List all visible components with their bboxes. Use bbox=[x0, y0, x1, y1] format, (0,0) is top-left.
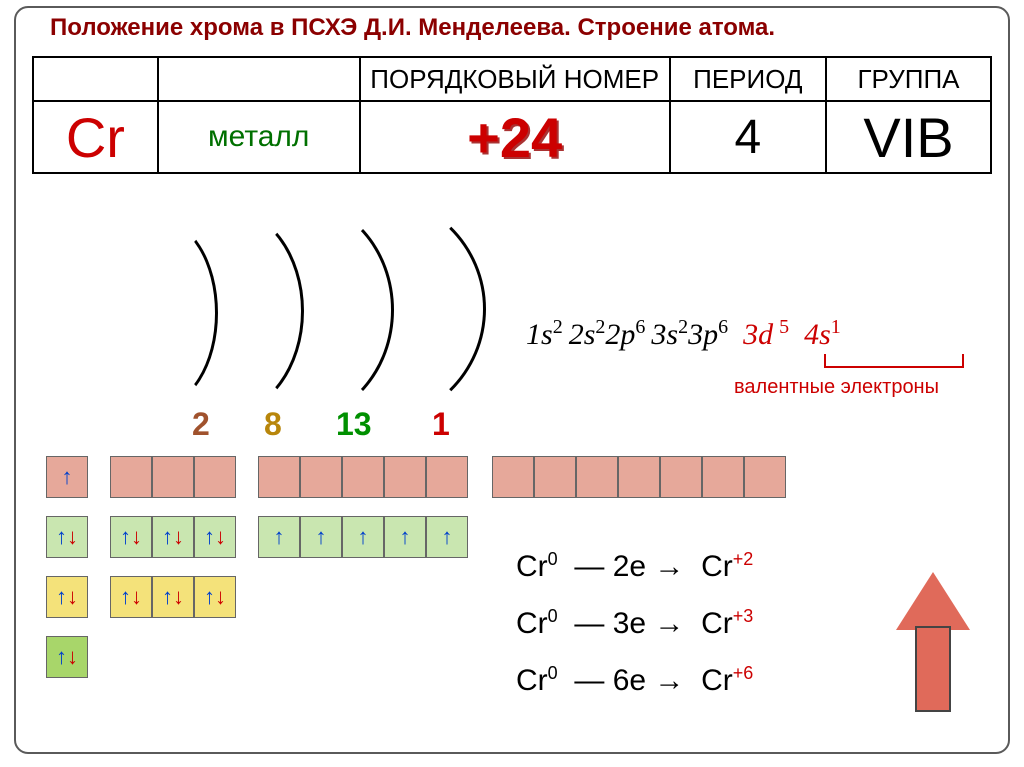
arrow-up-icon bbox=[898, 572, 968, 712]
th-number: ПОРЯДКОВЫЙ НОМЕР bbox=[360, 57, 670, 101]
orbital-row-3p: ↑↓ ↑↓ ↑↓ bbox=[110, 516, 236, 558]
orbital-row-3d: ↑ ↑ ↑ ↑ ↑ bbox=[258, 516, 468, 558]
orbital-box: ↑ bbox=[46, 456, 88, 498]
orbital-row-4p bbox=[110, 456, 236, 498]
electron-config: 1s2 2s22p6 3s23p6 3d 5 4s1 bbox=[526, 316, 841, 352]
element-symbol: Cr bbox=[33, 101, 158, 173]
orbital-row-4d bbox=[258, 456, 468, 498]
orbital-row-4f bbox=[492, 456, 786, 498]
valence-label: валентные электроны bbox=[734, 376, 939, 399]
element-type: металл bbox=[158, 101, 360, 173]
period: 4 bbox=[670, 101, 826, 173]
position-table: ПОРЯДКОВЫЙ НОМЕР ПЕРИОД ГРУППА Cr металл… bbox=[32, 56, 992, 174]
shell-label-3: 13 bbox=[336, 406, 372, 443]
orbital-row-2s: ↑↓ bbox=[46, 576, 88, 618]
shell-label-2: 8 bbox=[264, 406, 282, 443]
th-group: ГРУППА bbox=[826, 57, 991, 101]
orbital-row-2p: ↑↓ ↑↓ ↑↓ bbox=[110, 576, 236, 618]
th-period: ПЕРИОД bbox=[670, 57, 826, 101]
eq-row: Cr0 — 3e → Cr+3 bbox=[516, 595, 753, 652]
valence-brace bbox=[824, 354, 964, 368]
eq-row: Cr0 — 6e → Cr+6 bbox=[516, 652, 753, 709]
group: VIB bbox=[826, 101, 991, 173]
eq-row: Cr0 — 2e → Cr+2 bbox=[516, 538, 753, 595]
frame: Положение хрома в ПСХЭ Д.И. Менделеева. … bbox=[14, 6, 1010, 754]
orbital-row-1s: ↑↓ bbox=[46, 636, 88, 678]
orbital-row-3s: ↑↓ bbox=[46, 516, 88, 558]
shell-label-4: 1 bbox=[432, 406, 450, 443]
shell-label-1: 2 bbox=[192, 406, 210, 443]
shell-arc-4 bbox=[246, 192, 486, 426]
atomic-number: +24 bbox=[360, 101, 670, 173]
econf-core: 1s2 2s22p6 3s23p6 bbox=[526, 318, 736, 351]
econf-valence: 3d 5 4s1 bbox=[736, 318, 841, 351]
page-title: Положение хрома в ПСХЭ Д.И. Менделеева. … bbox=[50, 14, 775, 42]
ionization-equations: Cr0 — 2e → Cr+2 Cr0 — 3e → Cr+3 Cr0 — 6e… bbox=[516, 538, 753, 709]
orbital-row-4s: ↑ bbox=[46, 456, 88, 498]
